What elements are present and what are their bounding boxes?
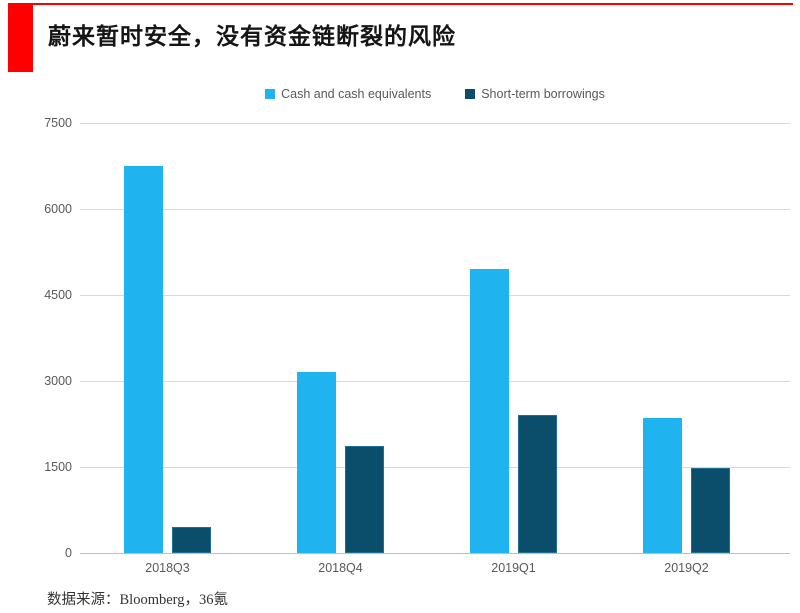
y-axis-label-3000: 3000 (44, 374, 72, 388)
brand-red-block (8, 5, 33, 72)
x-axis-label-2018Q3: 2018Q3 (145, 561, 190, 575)
y-axis-label-1500: 1500 (44, 460, 72, 474)
legend-swatch-borrowings (465, 89, 476, 99)
source-note: 数据来源：Bloomberg，36氪 (47, 592, 228, 608)
gridline-7500 (80, 122, 790, 124)
y-axis-label-6000: 6000 (44, 202, 72, 216)
x-axis-label-2019Q1: 2019Q1 (491, 561, 536, 575)
page-title: 蔚来暂时安全，没有资金链断裂的风险 (48, 23, 456, 49)
gridline-1500 (80, 466, 790, 468)
bar-cash-2018Q4 (297, 372, 336, 553)
top-accent-line (8, 3, 793, 5)
x-axis-label-2018Q4: 2018Q4 (318, 561, 363, 575)
bar-cash-2019Q1 (470, 269, 509, 553)
y-axis-label-4500: 4500 (44, 288, 72, 302)
y-axis-label-7500: 7500 (44, 116, 72, 130)
bar-cash-2018Q3 (124, 166, 163, 553)
chart-legend: Cash and cash equivalents Short-term borr… (80, 87, 790, 101)
bar-borrowings-2019Q2 (691, 468, 730, 553)
legend-swatch-cash (265, 89, 276, 99)
gridline-0 (80, 552, 790, 554)
legend-label-cash: Cash and cash equivalents (281, 87, 432, 101)
bar-borrowings-2018Q4 (345, 445, 384, 553)
bar-borrowings-2019Q1 (518, 415, 557, 553)
gridline-3000 (80, 380, 790, 382)
gridline-6000 (80, 208, 790, 210)
x-axis-label-2019Q2: 2019Q2 (664, 561, 709, 575)
legend-item-cash: Cash and cash equivalents (265, 87, 431, 101)
bar-cash-2019Q2 (643, 418, 682, 553)
y-axis-label-0: 0 (65, 546, 72, 560)
gridline-4500 (80, 294, 790, 296)
bar-borrowings-2018Q3 (172, 527, 211, 553)
legend-label-borrowings: Short-term borrowings (481, 87, 605, 101)
legend-item-borrowings: Short-term borrowings (465, 87, 605, 101)
